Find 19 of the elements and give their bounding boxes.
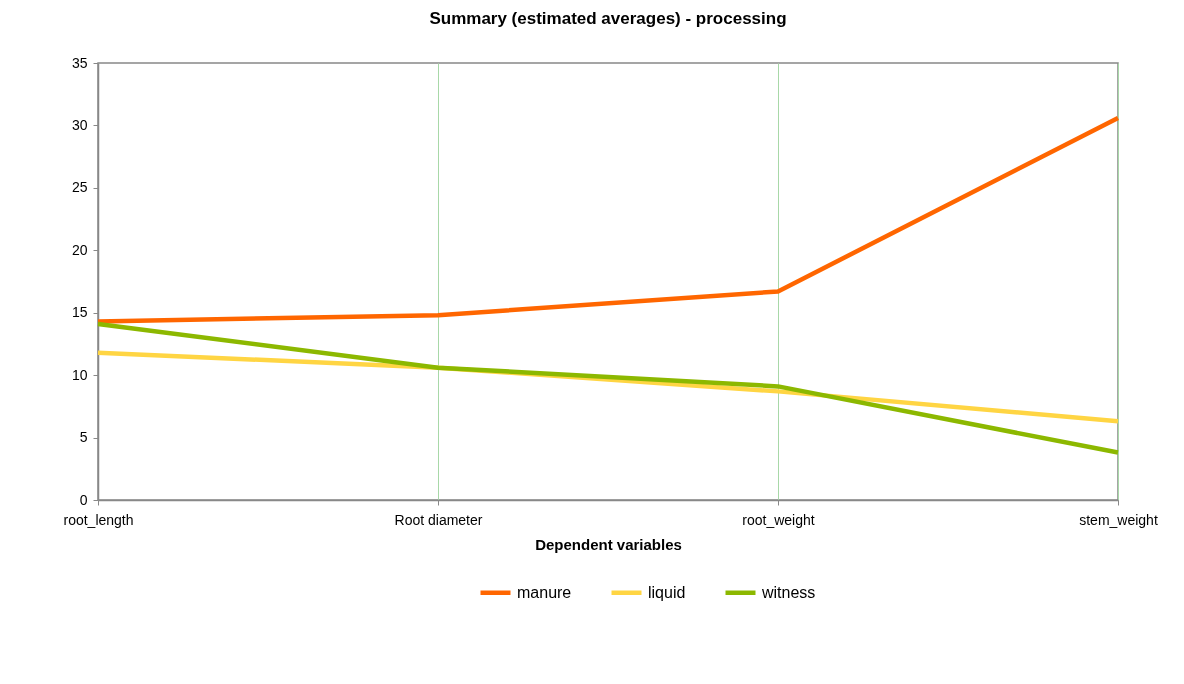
x-tick-label: root_length	[63, 511, 134, 528]
line-series	[95, 321, 1121, 455]
y-tick-label: 0	[79, 491, 88, 508]
y-tick-label: 5	[79, 429, 88, 446]
x-axis-title: Dependent variables	[535, 535, 682, 553]
legend-label: liquid	[648, 583, 686, 601]
y-tick-label: 35	[71, 54, 88, 71]
y-tick-label: 30	[71, 116, 88, 133]
y-tick-label: 25	[71, 179, 88, 196]
y-tick-label: 20	[71, 241, 88, 258]
line-series	[95, 115, 1121, 324]
x-tick-label: Root diameter	[394, 511, 483, 528]
x-tick-label: stem_weight	[1079, 511, 1158, 528]
y-tick-label: 15	[71, 304, 88, 321]
y-tick-label: 10	[71, 366, 88, 383]
chart-title: Summary (estimated averages) - processing	[429, 9, 787, 28]
legend-label: manure	[517, 583, 572, 601]
legend-label: witness	[761, 583, 816, 601]
x-tick-label: root_weight	[742, 511, 815, 528]
